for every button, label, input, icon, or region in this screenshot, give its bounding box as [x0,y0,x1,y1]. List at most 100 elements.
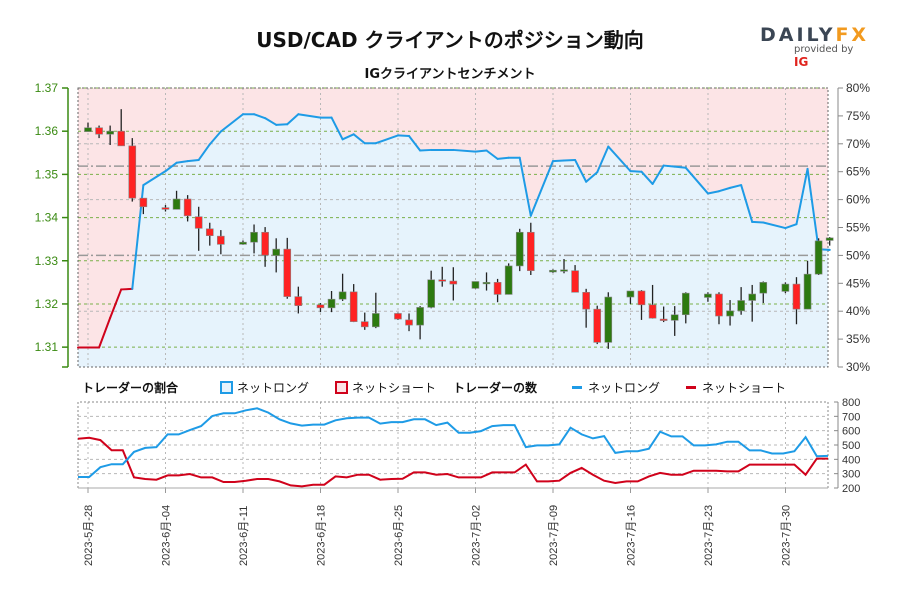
candle-up [272,248,280,256]
candle-up [239,241,247,245]
count-tick-label: 800 [842,397,860,409]
net-long-pct-segment [286,113,300,126]
candle-down [349,291,358,322]
net-long-pct-segment [596,145,610,174]
x-tick-label: 2023-6月-18 [316,505,328,566]
chart-title: USD/CAD クライアントのポジション動向 [256,28,644,52]
net-long-pct-segment [485,149,499,160]
candle-down [360,321,369,328]
net-long-pct-segment [529,160,554,217]
price-tick-label: 1.32 [35,297,59,311]
long-square-icon [220,381,233,394]
net-long-pct-segment [197,143,211,161]
main-plot-border [77,87,829,368]
count-tick-label: 400 [842,454,860,466]
price-tick-label: 1.33 [35,254,59,268]
candle-up [482,282,491,285]
net-long-count-line [78,407,829,478]
net-long-pct-segment [186,158,200,163]
candle-up [549,269,557,273]
net-long-pct-segment [651,164,665,185]
count-tick-label: 700 [842,411,860,423]
candle-down [394,313,402,320]
candle-up [737,300,745,312]
net-long-pct-segment [806,167,820,251]
candle-up [84,127,92,132]
net-long-pct-segment [585,171,599,183]
count-tick-label: 500 [842,440,860,452]
x-tick-label: 2023-7月-30 [781,505,793,566]
x-tick-label: 2023-6月-04 [161,505,173,566]
count-plot-border [77,401,829,488]
short-square-icon [335,381,348,394]
net-long-pct-segment [253,113,267,120]
logo-text: DAILYFX [760,24,870,46]
net-long-pct-segment [164,161,178,173]
net-long-pct-segment [662,164,676,168]
x-tick-label: 2023-7月-02 [471,505,483,566]
candle-down [205,228,214,237]
net-short-count-line [77,436,828,488]
candle-down [582,291,590,310]
candle-up [416,307,424,326]
x-tick-label: 2023-7月-23 [703,505,715,566]
candle-down [316,304,325,309]
candle-down [571,270,579,293]
net-long-pct-segment [563,158,577,162]
pct-tick-label: 75% [846,109,870,123]
dailyfx-logo: DAILYFX provided by IG [760,24,870,69]
logo-provided-by: provided by IG [794,44,870,69]
legend-label: ネットショート [352,381,437,395]
legend-ratio-title: トレーダーの割合 [82,381,179,395]
price-tick-label: 1.36 [35,124,59,138]
candle-up [172,198,181,210]
net-long-pct-segment [640,170,654,185]
net-long-pct-segment [175,160,189,164]
candle-down [792,283,801,310]
candle-down [128,145,137,199]
net-long-pct-segment [374,134,399,145]
x-tick-label: 2023-7月-09 [548,505,560,566]
candle-up [515,231,524,267]
candle-down [648,304,657,319]
ig-brand: IG [794,55,809,69]
candle-down [283,248,292,297]
candle-up [825,237,834,241]
candle-up [681,292,690,316]
pct-tick-label: 60% [846,193,870,207]
candle-up [748,293,757,301]
candle-down [715,293,723,317]
chart-subtitle: IGクライアントセンチメント [364,67,536,82]
candle-down [117,130,126,147]
x-tick-label: 2023-7月-16 [626,505,638,566]
net-long-pct-segment [142,170,167,187]
net-long-pct-segment [496,156,510,160]
net-long-pct-segment [717,186,732,193]
net-long-pct-segment [518,156,532,217]
net-long-pct-segment [219,113,244,133]
legend-label: ネットロング [237,381,310,395]
x-tick-label: 2023-5月-28 [83,505,95,566]
net-long-pct-segment [729,184,743,189]
candle-down [449,280,458,285]
candle-down [161,207,170,210]
candle-up [670,314,679,321]
candle-down [637,290,646,306]
net-long-pct-segment [673,165,687,169]
net-long-pct-segment [607,145,632,173]
candle-up [604,296,613,343]
candle-down [183,198,192,217]
candle-up [814,240,823,275]
pct-tick-label: 50% [846,248,870,262]
legend-ratio-long: ネットロング [220,379,309,396]
price-tick-label: 1.31 [35,340,59,354]
short-line-icon [686,386,696,389]
candle-down [526,231,535,271]
candle-up [803,273,812,310]
net-long-pct-segment [474,149,488,153]
net-long-pct-segment [109,288,123,319]
candle-up [372,313,380,328]
candle-up [726,310,734,317]
net-long-pct-segment [408,134,422,152]
